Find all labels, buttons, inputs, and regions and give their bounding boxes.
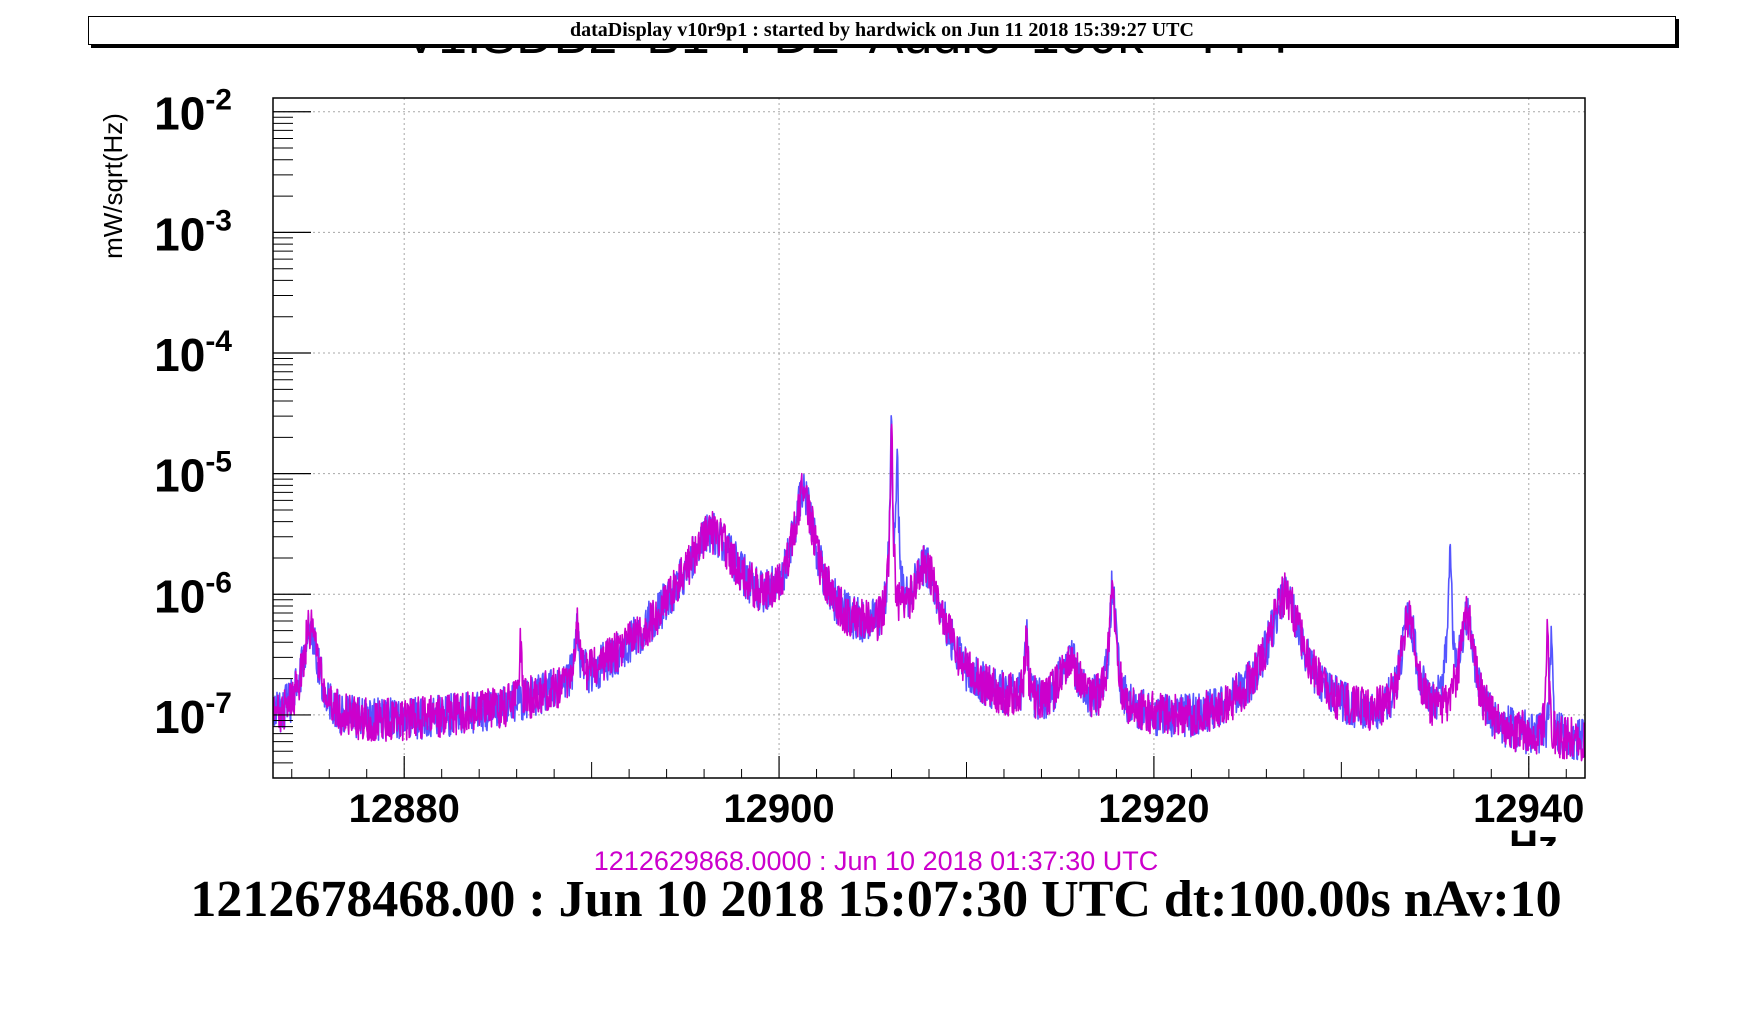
series-layer: [273, 415, 1585, 762]
measurement-time-label: 1212678468.00 : Jun 10 2018 15:07:30 UTC…: [190, 871, 1562, 928]
y-tick-label: 10-6: [154, 566, 232, 622]
y-tick-label: 10-4: [154, 325, 232, 381]
grid-lines: [273, 98, 1585, 778]
plot-area: [273, 98, 1585, 778]
y-axis-label: mW/sqrt(Hz): [98, 113, 128, 259]
x-axis-label: Hz: [1509, 823, 1558, 867]
y-tick-label: 10-7: [154, 687, 232, 743]
axis-ticks: [273, 111, 1567, 779]
reference-trace-label: 1212629868.0000 : Jun 10 2018 01:37:30 U…: [593, 846, 1159, 876]
window-title-bar: dataDisplay v10r9p1 : started by hardwic…: [88, 16, 1676, 45]
x-tick-label: 12940: [1473, 787, 1584, 831]
reference-spectrum-trace: [273, 423, 1585, 762]
x-tick-label: 12880: [349, 787, 460, 831]
x-tick-label: 12920: [1098, 787, 1209, 831]
y-tick-label: 10-5: [154, 446, 232, 502]
x-tick-label: 12900: [723, 787, 834, 831]
tick-labels: 12880 12900 12920 12940 10-7 10-6 10-5 10-4 10-3…: [154, 84, 1584, 831]
y-tick-label: 10-2: [154, 84, 232, 140]
y-tick-label: 10-3: [154, 204, 232, 260]
